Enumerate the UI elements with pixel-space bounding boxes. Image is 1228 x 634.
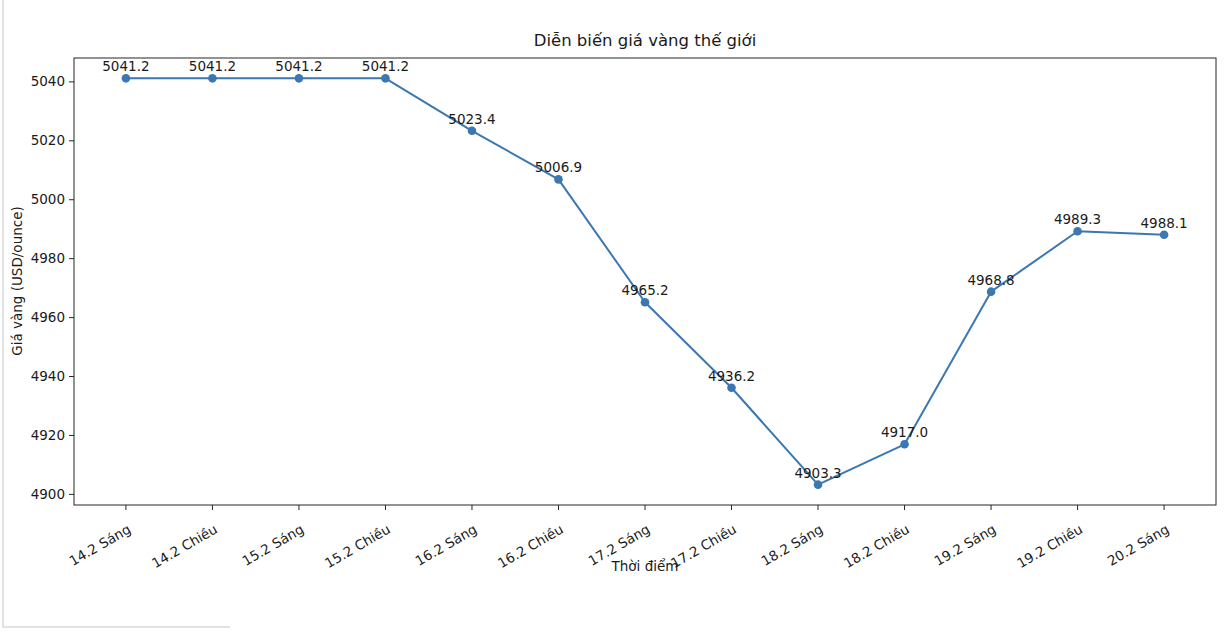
data-point [727,383,736,392]
y-tick-label: 4900 [31,486,65,502]
data-point-label: 5041.2 [275,58,322,74]
x-tick-label: 15.2 Sáng [239,521,306,569]
data-point [122,74,131,83]
line-chart-canvas: 4900 4920 4940 4960 4980 5000 5020 5040 14.2 Sán… [0,0,1228,634]
x-tick-label: 18.2 Chiều [841,521,912,571]
y-tick-label: 4980 [31,250,65,266]
data-point-label: 5023.4 [448,111,495,127]
data-point-label: 4903.3 [794,465,841,481]
data-point-label: 5041.2 [362,58,409,74]
data-point [554,175,563,184]
data-point-label: 4917.0 [881,424,928,440]
data-point-label: 4989.3 [1054,211,1101,227]
data-point [987,287,996,296]
gold-price-chart-page: Diễn biến giá vàng thế giới Giá vàng (US… [0,0,1228,634]
data-point-label: 5041.2 [189,58,236,74]
x-tick-label: 14.2 Chiều [149,521,220,571]
x-tick-label: 15.2 Chiều [322,521,393,571]
x-tick-label: 17.2 Sáng [585,521,652,569]
x-tick-label: 19.2 Sáng [931,521,998,569]
y-tick-label: 5020 [31,132,65,148]
data-point-label: 4965.2 [621,282,668,298]
data-point [1160,230,1169,239]
data-point-label: 4936.2 [708,368,755,384]
data-point [641,298,650,307]
x-tick-label: 20.2 Sáng [1104,521,1171,569]
x-tick-label: 14.2 Sáng [66,521,133,569]
data-point [208,74,217,83]
data-point [900,440,909,449]
data-point-label: 5006.9 [535,159,582,175]
x-tick-label: 16.2 Chiều [495,521,566,571]
y-tick-label: 4940 [31,368,65,384]
data-point-label: 4968.8 [967,272,1014,288]
data-point-label: 4988.1 [1140,215,1187,231]
data-point [814,480,823,489]
data-point [468,126,477,135]
y-tick-label: 5040 [31,73,65,89]
y-tick-label: 5000 [31,191,65,207]
y-tick-label: 4960 [31,309,65,325]
data-point [1073,227,1082,236]
data-point-label: 5041.2 [102,58,149,74]
x-tick-label: 16.2 Sáng [412,521,479,569]
x-tick-label: 18.2 Sáng [758,521,825,569]
data-point [295,74,304,83]
data-point [381,74,390,83]
y-tick-label: 4920 [31,427,65,443]
x-tick-label: 17.2 Chiều [668,521,739,571]
x-tick-label: 19.2 Chiều [1014,521,1085,571]
